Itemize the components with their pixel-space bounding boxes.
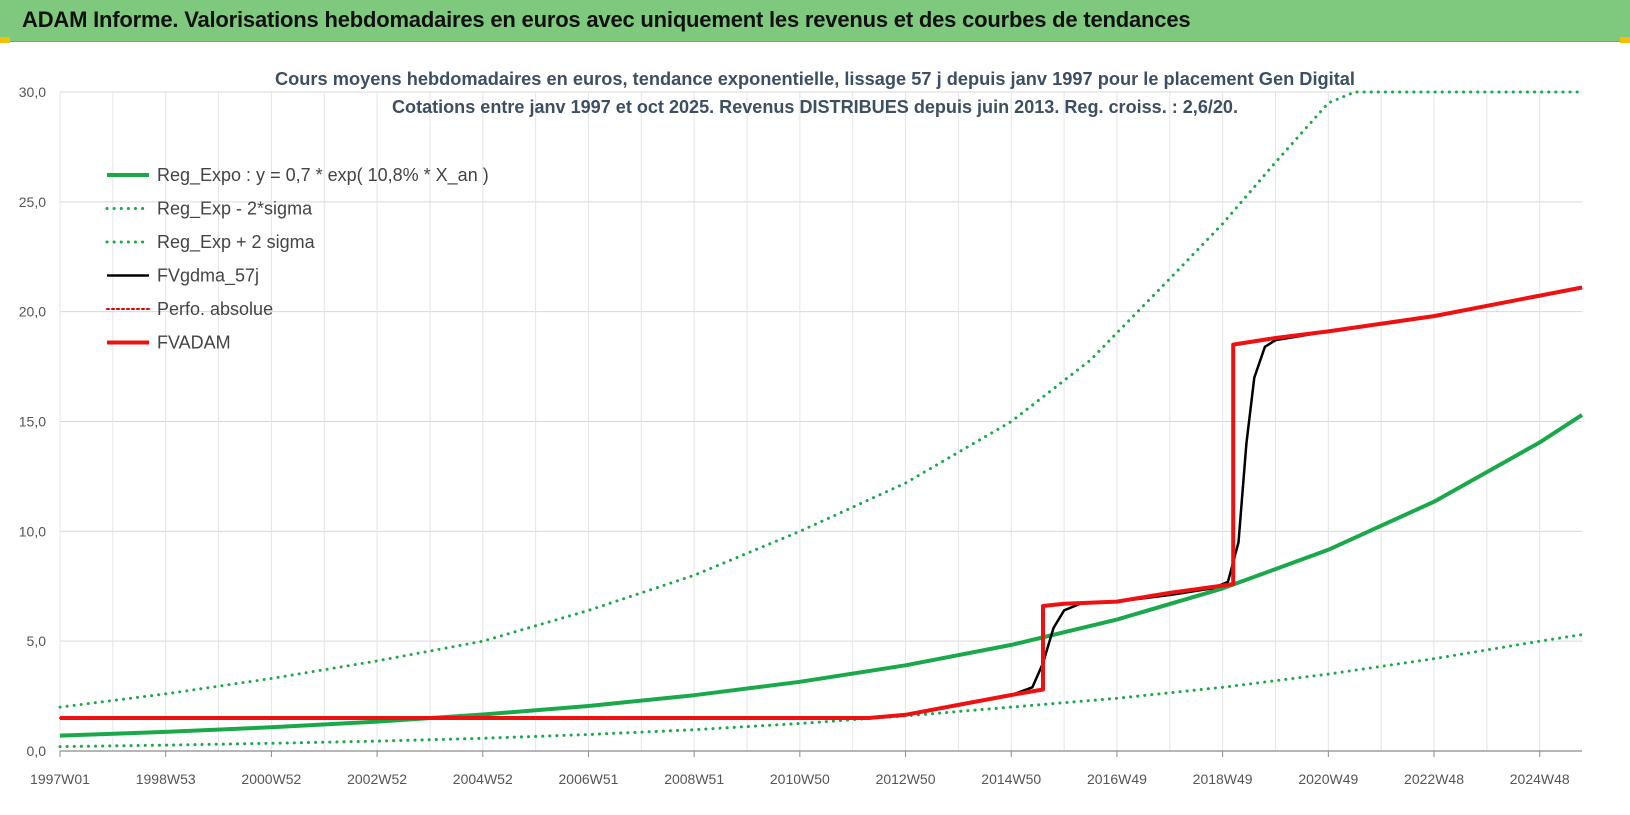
series-line-3 [60, 286, 1583, 720]
legend-label: FVADAM [157, 333, 231, 353]
header-bar: ADAM Informe. Valorisations hebdomadaire… [0, 0, 1630, 42]
x-tick-label: 2020W49 [1298, 771, 1358, 787]
x-tick-label: 2008W51 [664, 771, 724, 787]
y-tick-label: 5,0 [27, 633, 47, 649]
x-tick-label: 2004W52 [453, 771, 513, 787]
x-tick-label: 2012W50 [876, 771, 936, 787]
legend-label: FVgdma_57j [157, 266, 259, 287]
x-tick-label: 2000W52 [241, 771, 301, 787]
legend-label: Reg_Exp + 2 sigma [157, 232, 316, 253]
legend-label: Perfo. absolue [157, 299, 273, 319]
y-tick-label: 10,0 [19, 523, 46, 539]
chart-title-line1: Cours moyens hebdomadaires en euros, ten… [275, 69, 1355, 89]
x-tick-label: 2022W48 [1404, 771, 1464, 787]
page-title: ADAM Informe. Valorisations hebdomadaire… [22, 7, 1191, 32]
x-tick-label: 2016W49 [1087, 771, 1147, 787]
y-tick-label: 25,0 [19, 194, 46, 210]
x-tick-label: 1998W53 [136, 771, 196, 787]
legend-label: Reg_Exp - 2*sigma [157, 199, 313, 220]
y-tick-label: 30,0 [19, 84, 46, 100]
x-tick-label: 1997W01 [30, 771, 90, 787]
series-line-1 [58, 633, 1584, 749]
series-line-4 [59, 286, 1583, 719]
corner-marker [1620, 37, 1630, 43]
y-tick-label: 15,0 [19, 414, 46, 430]
series-line-2 [58, 90, 1584, 709]
legend-label: Reg_Expo : y = 0,7 * exp( 10,8% * X_an ) [157, 165, 489, 186]
x-tick-label: 2010W50 [770, 771, 830, 787]
chart-area: 0,0 5,0 10,0 15,0 20,0 25,0 30,0 1997W01 1998W53… [0, 42, 1630, 815]
y-tick-label: 20,0 [19, 304, 46, 320]
x-tick-label: 2018W49 [1193, 771, 1253, 787]
x-tick-label: 2002W52 [347, 771, 407, 787]
chart-title-line2: Cotations entre janv 1997 et oct 2025. R… [392, 97, 1238, 117]
series-line-5 [60, 285, 1583, 720]
chart-svg: 0,0 5,0 10,0 15,0 20,0 25,0 30,0 1997W01 1998W53… [19, 69, 1584, 787]
corner-marker [0, 37, 10, 43]
x-tick-label: 2006W51 [559, 771, 619, 787]
series-line-0 [59, 413, 1584, 738]
x-tick-label: 2024W48 [1510, 771, 1570, 787]
x-tick-label: 2014W50 [981, 771, 1041, 787]
y-tick-label: 0,0 [27, 743, 47, 759]
